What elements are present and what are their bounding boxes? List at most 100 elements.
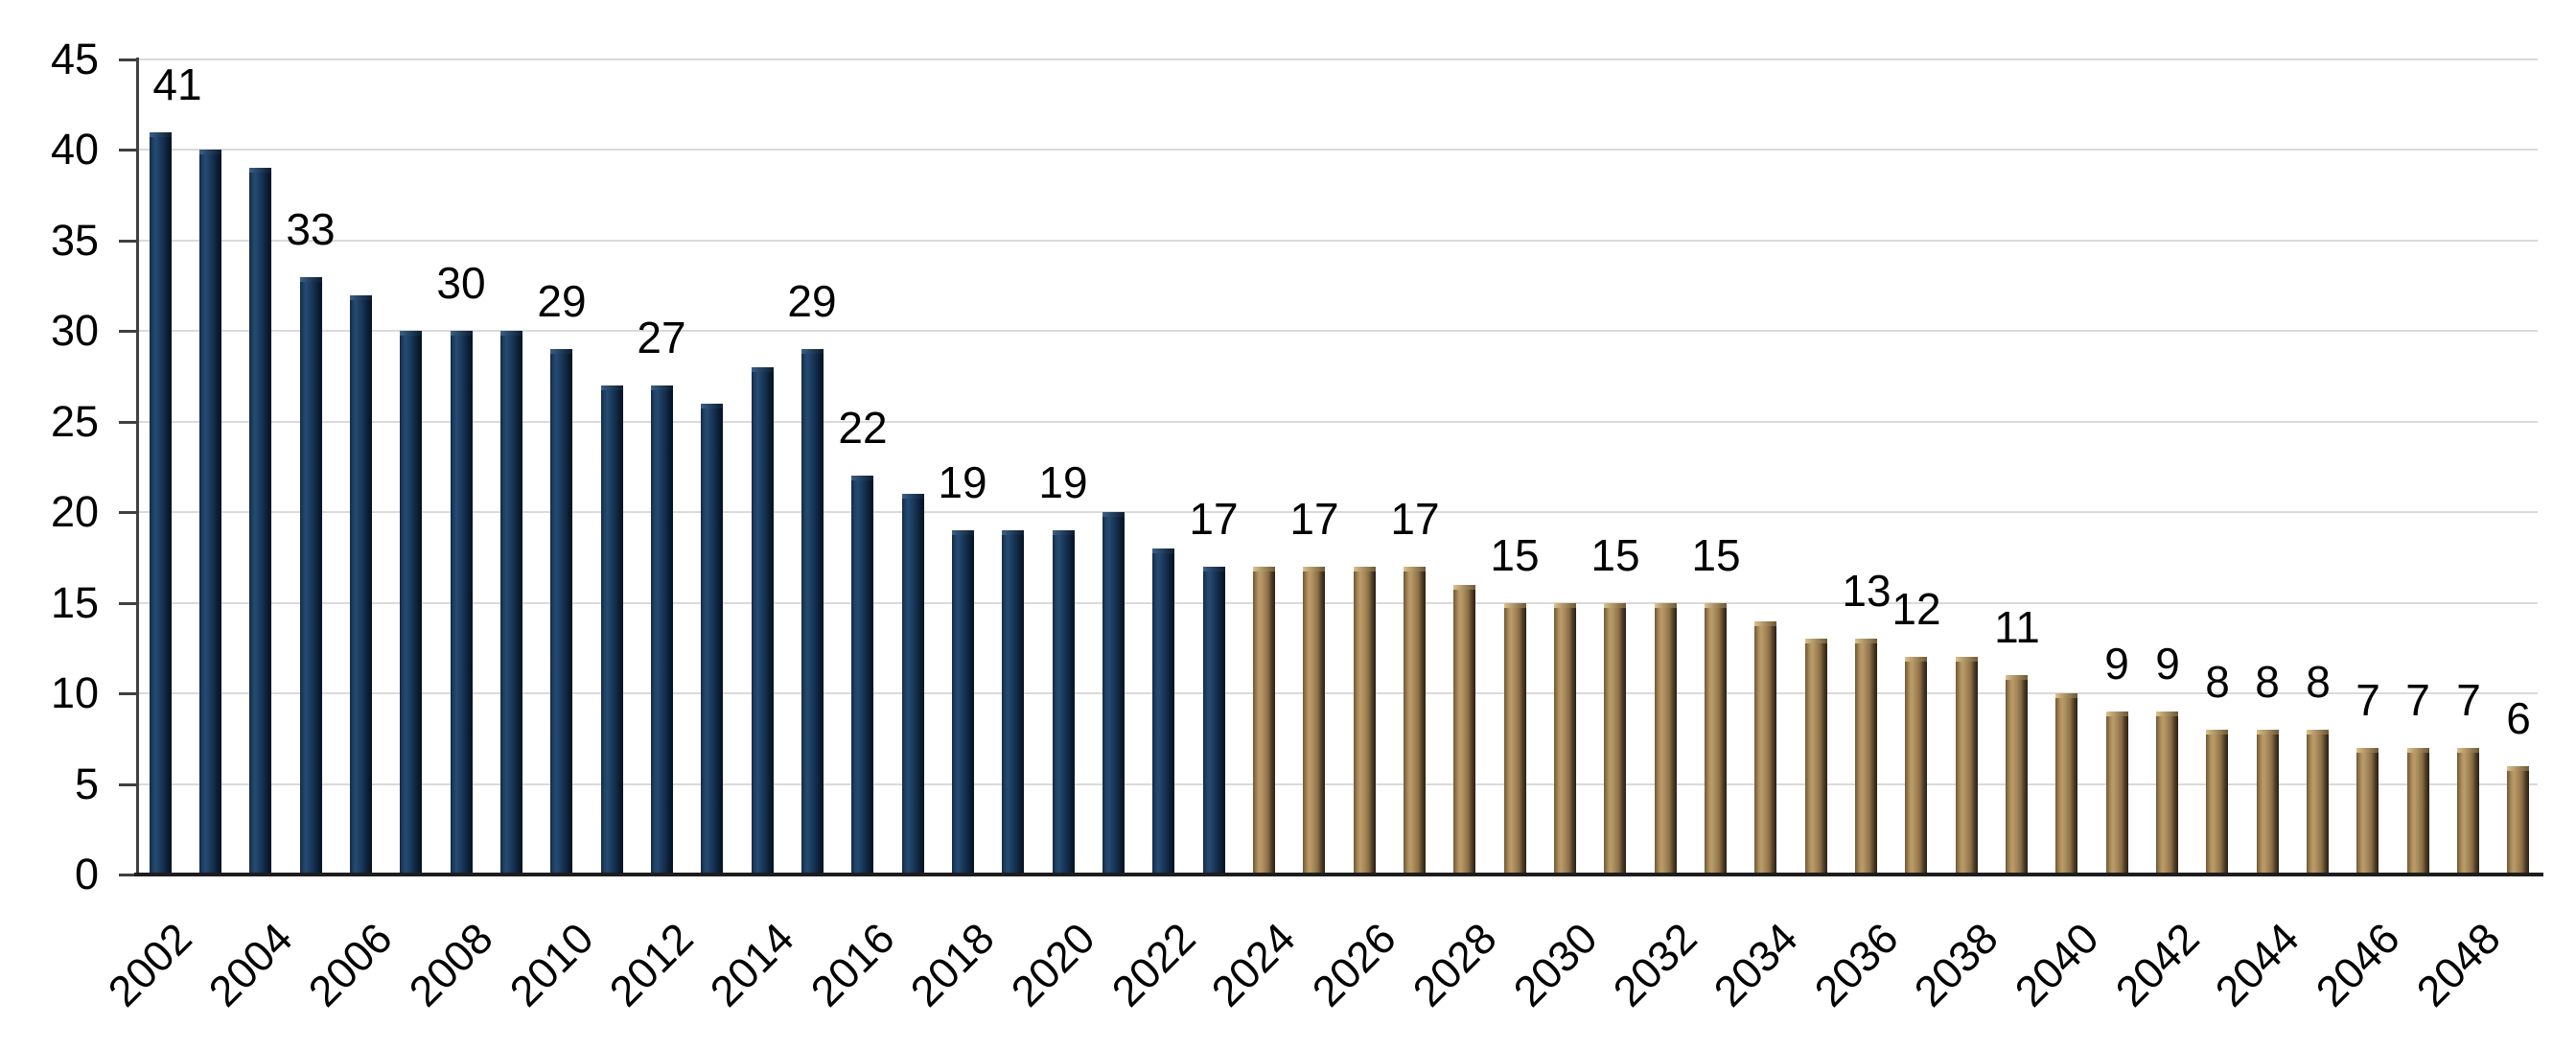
y-tick-label-20: 20 [50, 487, 99, 537]
y-tick-10 [119, 692, 138, 696]
bar-2042 [2156, 712, 2178, 875]
bar-2037 [1905, 657, 1927, 875]
bar-value-label-2047: 7 [2405, 675, 2430, 725]
y-tick-40 [119, 149, 138, 152]
gridline-45 [137, 58, 2538, 60]
bar-2038 [1956, 657, 1978, 875]
gridline-40 [137, 149, 2538, 152]
bar-2012 [651, 385, 673, 875]
bar-2032 [1655, 603, 1677, 875]
bar-2046 [2356, 748, 2379, 875]
bar-2002 [150, 132, 172, 875]
bar-2009 [500, 331, 522, 875]
bar-value-label-2018: 19 [938, 457, 987, 507]
gridline-5 [137, 782, 2538, 785]
bar-2048 [2457, 748, 2479, 875]
bar-value-label-2029: 15 [1490, 530, 1540, 580]
y-tick-5 [119, 782, 138, 786]
bar-2028 [1453, 585, 1475, 875]
y-tick-label-15: 15 [50, 577, 99, 627]
bar-2047 [2407, 748, 2429, 875]
bar-value-label-2020: 19 [1038, 457, 1088, 507]
bar-value-label-2012: 27 [637, 313, 686, 362]
y-tick-25 [119, 420, 138, 424]
bar-2035 [1805, 639, 1827, 875]
bar-value-label-2025: 17 [1289, 494, 1339, 544]
bar-value-label-2027: 17 [1390, 494, 1440, 544]
bar-2029 [1504, 603, 1526, 875]
bar-2034 [1754, 621, 1776, 875]
bar-value-label-2008: 30 [436, 258, 486, 308]
bar-2025 [1303, 567, 1325, 875]
y-tick-label-30: 30 [50, 306, 99, 356]
bar-value-label-2033: 15 [1691, 530, 1741, 580]
bar-value-label-2048: 7 [2456, 675, 2481, 725]
gridline-35 [137, 239, 2538, 242]
bar-2013 [701, 404, 723, 875]
y-tick-label-5: 5 [74, 758, 99, 808]
y-tick-15 [119, 601, 138, 605]
bar-value-label-2010: 29 [537, 276, 587, 326]
bar-2023 [1203, 567, 1225, 875]
gridline-25 [137, 420, 2538, 423]
bar-2008 [451, 331, 473, 875]
bar-2011 [601, 385, 623, 875]
bar-2036 [1855, 639, 1877, 875]
bar-2031 [1604, 603, 1626, 875]
bar-2003 [199, 150, 221, 875]
bar-value-label-2042: 9 [2155, 639, 2180, 688]
gridline-20 [137, 511, 2538, 514]
bar-2045 [2307, 730, 2329, 875]
gridline-10 [137, 692, 2538, 695]
bar-2010 [550, 349, 572, 875]
bar-2033 [1705, 603, 1727, 875]
bar-2027 [1404, 567, 1426, 875]
bar-2006 [350, 295, 372, 875]
bar-2044 [2257, 730, 2279, 875]
bar-2030 [1554, 603, 1576, 875]
bar-value-label-2041: 9 [2104, 639, 2129, 688]
bar-2020 [1053, 530, 1075, 875]
bar-2039 [2006, 675, 2028, 875]
bar-2022 [1152, 548, 1174, 875]
y-tick-label-25: 25 [50, 396, 99, 446]
bar-2043 [2206, 730, 2228, 875]
bar-value-label-2002: 41 [152, 59, 202, 109]
bar-2004 [249, 168, 271, 875]
bar-2017 [902, 494, 924, 875]
bar-2007 [400, 331, 422, 875]
bar-value-label-2049: 6 [2506, 693, 2531, 743]
y-axis-line [136, 58, 139, 875]
bar-2040 [2055, 693, 2077, 875]
bar-value-label-2015: 29 [787, 276, 837, 326]
bar-value-label-2031: 15 [1590, 530, 1640, 580]
y-tick-45 [119, 58, 138, 61]
bar-2049 [2507, 766, 2529, 875]
y-tick-35 [119, 239, 138, 243]
y-tick-label-0: 0 [74, 850, 99, 898]
gridline-15 [137, 601, 2538, 604]
y-tick-0 [119, 874, 138, 876]
bar-2018 [952, 530, 974, 875]
bar-2026 [1354, 567, 1376, 875]
bar-2041 [2106, 712, 2128, 875]
bar-value-label-2036: 13 [1842, 566, 1891, 616]
bar-2014 [752, 367, 774, 875]
bar-value-label-2046: 7 [2356, 675, 2380, 725]
x-axis-line [134, 873, 2543, 876]
y-tick-label-35: 35 [50, 215, 99, 265]
bar-value-label-2044: 8 [2255, 657, 2280, 707]
bar-value-label-2037: 12 [1891, 584, 1941, 634]
bar-value-label-2045: 8 [2306, 657, 2331, 707]
y-tick-20 [119, 511, 138, 515]
bar-2016 [851, 476, 873, 875]
bar-value-label-2023: 17 [1189, 494, 1239, 544]
bar-value-label-2043: 8 [2205, 657, 2230, 707]
bar-value-label-2005: 33 [286, 204, 336, 254]
gridline-30 [137, 330, 2538, 333]
bar-value-label-2039: 11 [1994, 602, 2040, 652]
y-tick-30 [119, 330, 138, 334]
bar-2024 [1253, 567, 1275, 875]
bar-value-label-2016: 22 [838, 403, 888, 453]
